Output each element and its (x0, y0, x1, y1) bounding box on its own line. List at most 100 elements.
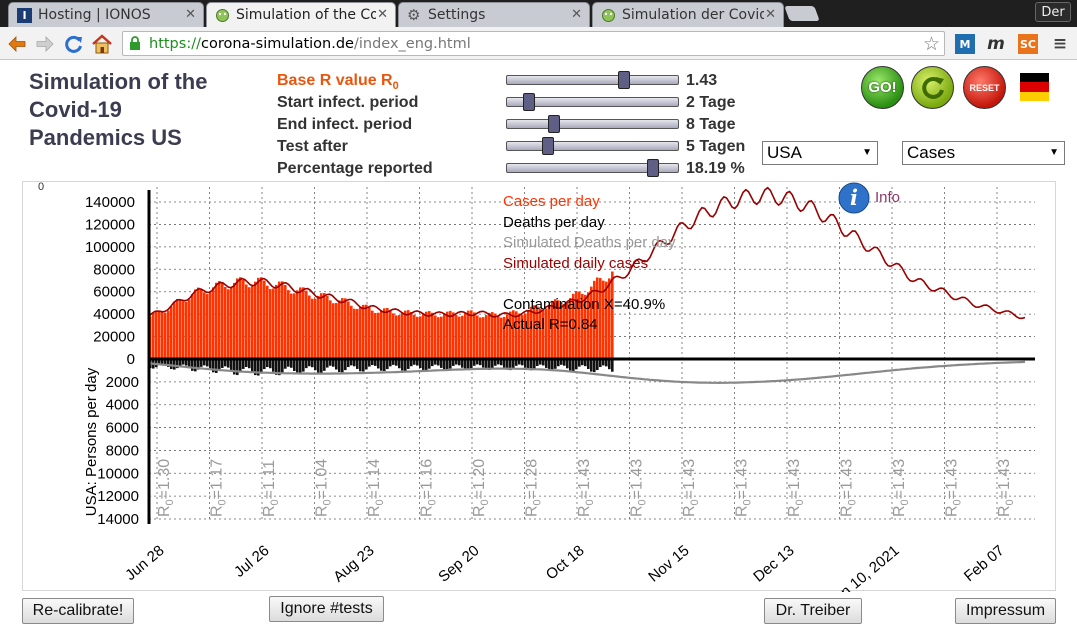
tab-label: Simulation of the Co (236, 7, 376, 23)
cases-bar (275, 284, 278, 359)
forward-button[interactable] (34, 33, 56, 55)
address-bar[interactable]: https://corona-simulation.de/index_eng.h… (122, 31, 945, 56)
reset-button[interactable]: RESET (963, 66, 1006, 109)
deaths-bar (527, 359, 530, 370)
impressum-button[interactable]: Impressum (955, 598, 1056, 624)
cases-bar (359, 306, 362, 359)
y-tick-label: 120000 (85, 216, 135, 233)
pause-button[interactable] (911, 66, 954, 109)
deaths-bar (437, 359, 440, 366)
cases-bar (353, 308, 356, 359)
new-tab-button[interactable] (784, 6, 820, 21)
german-flag-icon[interactable] (1020, 73, 1049, 102)
tab-simulation-en[interactable]: Simulation of the Co ✕ (206, 2, 396, 27)
deaths-bar (458, 359, 461, 366)
cases-bar (503, 316, 506, 359)
y-tick-label: 20000 (93, 329, 135, 346)
deaths-bar (377, 359, 380, 369)
cases-bar (482, 317, 485, 359)
deaths-bar (443, 359, 446, 371)
extension-mendeley-icon[interactable]: m (987, 34, 1005, 54)
deaths-bar (398, 359, 401, 369)
slider-thumb[interactable] (548, 115, 561, 133)
deaths-bar (554, 359, 557, 369)
tab-settings[interactable]: ⚙ Settings ✕ (398, 2, 590, 27)
recalibrate-button[interactable]: Re-calibrate! (22, 598, 134, 624)
deaths-bar (347, 359, 350, 368)
dr-treiber-button[interactable]: Dr. Treiber (764, 598, 862, 624)
deaths-bar (266, 359, 269, 368)
tab-hosting-ionos[interactable]: I Hosting | IONOS ✕ (8, 2, 204, 27)
deaths-bar (482, 359, 485, 368)
menu-icon[interactable]: ≡ (1052, 34, 1068, 54)
close-icon[interactable]: ✕ (571, 7, 582, 22)
y-axis-label: USA: Persons per day (83, 367, 100, 516)
deaths-bar (323, 359, 326, 371)
deaths-bar (470, 359, 473, 369)
slider-start-infect[interactable] (506, 93, 679, 111)
cases-bar (605, 281, 608, 359)
mode-select[interactable]: Cases ▼ (902, 141, 1065, 165)
deaths-bar (401, 359, 404, 371)
slider-test-after[interactable] (506, 137, 679, 155)
slider-thumb[interactable] (522, 93, 535, 111)
cases-bar (515, 311, 518, 359)
cases-bar (191, 294, 194, 359)
cases-bar (593, 280, 596, 359)
r0-label: R0=1.43 (576, 459, 596, 517)
profile-button[interactable]: Der (1035, 2, 1071, 22)
country-select[interactable]: USA ▼ (762, 141, 878, 165)
cases-bar (557, 300, 560, 359)
deaths-bar (161, 359, 164, 364)
cases-bar (554, 299, 557, 359)
close-icon[interactable]: ✕ (765, 7, 776, 22)
slider-base-r[interactable] (506, 71, 679, 89)
cases-bar (446, 311, 449, 359)
slider-thumb[interactable] (618, 71, 631, 89)
extension-m-icon[interactable]: M (955, 34, 975, 54)
cases-bar (575, 291, 578, 359)
deaths-bar (164, 359, 167, 365)
deaths-bar (506, 359, 509, 370)
tab-simulation-de[interactable]: Simulation der Covid ✕ (592, 2, 784, 27)
slider-thumb[interactable] (541, 137, 554, 155)
cases-bar (386, 307, 389, 359)
deaths-bar (485, 359, 488, 370)
param-label-percentage: Percentage reported (277, 160, 433, 177)
slider-thumb[interactable] (646, 159, 659, 177)
close-icon[interactable]: ✕ (377, 7, 388, 22)
y-tick-label: 8000 (106, 442, 139, 459)
deaths-bar (188, 359, 191, 369)
cases-bar (374, 312, 377, 359)
cases-bar (422, 314, 425, 359)
deaths-bar (386, 359, 389, 370)
slider-end-infect[interactable] (506, 115, 679, 133)
go-button[interactable]: GO! (861, 66, 904, 109)
r0-label: R0=1.43 (786, 459, 806, 517)
deaths-bar (593, 359, 596, 373)
cases-bar (572, 293, 575, 359)
close-icon[interactable]: ✕ (185, 7, 196, 22)
deaths-bar (344, 359, 347, 371)
cases-bar (548, 304, 551, 359)
go-label: GO! (868, 79, 897, 96)
ignore-tests-button[interactable]: Ignore #tests (269, 596, 384, 622)
extension-sc-icon[interactable]: SC (1018, 34, 1038, 54)
info-link[interactable]: Info (875, 189, 900, 206)
bookmark-star-icon[interactable]: ☆ (922, 33, 940, 55)
reload-button[interactable] (63, 33, 85, 55)
reload-icon (65, 35, 82, 53)
cases-bar (440, 316, 443, 359)
slider-percentage[interactable] (506, 159, 679, 177)
deaths-bar (476, 359, 479, 365)
cases-bar (455, 314, 458, 359)
title-line: Covid-19 (29, 97, 122, 122)
cases-bar (512, 310, 515, 359)
cases-bar (416, 316, 419, 359)
back-button[interactable] (6, 33, 28, 55)
home-button[interactable] (91, 33, 113, 55)
cases-bar (584, 294, 587, 359)
deaths-bar (275, 359, 278, 375)
deaths-bar (542, 359, 545, 366)
cases-bar (590, 286, 593, 359)
